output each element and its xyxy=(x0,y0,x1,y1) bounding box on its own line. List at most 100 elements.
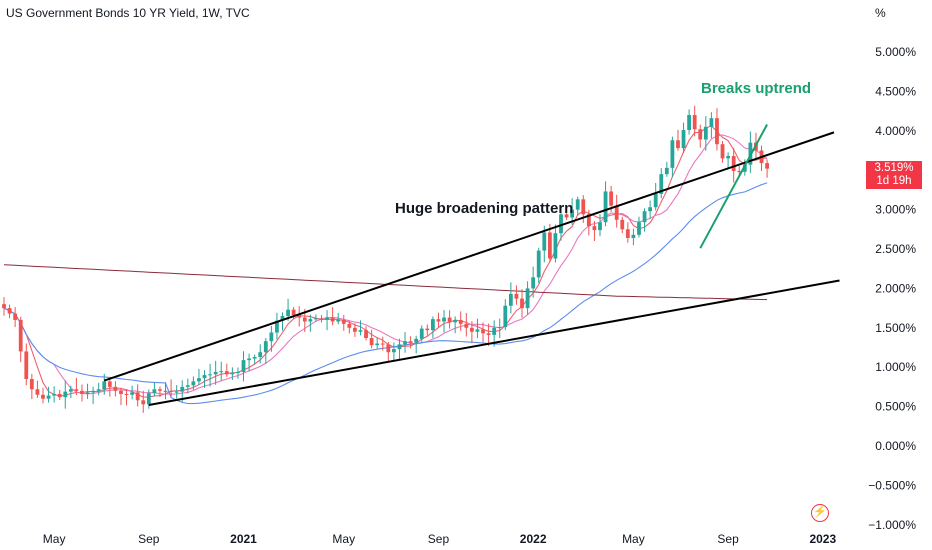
candle-body xyxy=(185,385,190,387)
ma-fast-line xyxy=(3,125,768,398)
candle-body xyxy=(586,214,591,227)
y-tick-label: 0.000% xyxy=(875,439,916,453)
candle-body xyxy=(224,371,229,375)
candle-body xyxy=(219,371,224,373)
candle-body xyxy=(330,317,335,322)
candle-body xyxy=(191,381,196,386)
x-tick-label: 2021 xyxy=(230,532,257,546)
candle-body xyxy=(197,378,201,382)
candle-body xyxy=(414,338,419,343)
x-tick-label: Sep xyxy=(138,532,160,546)
candle-body xyxy=(302,317,307,322)
candle-body xyxy=(592,226,597,231)
y-tick-label: 3.000% xyxy=(875,203,916,217)
candle-body xyxy=(7,308,12,314)
candle-body xyxy=(308,319,313,322)
candle-body xyxy=(119,390,123,394)
candle-body xyxy=(525,288,530,309)
candle-body xyxy=(41,394,45,399)
candle-body xyxy=(542,232,547,251)
candle-body xyxy=(581,199,586,215)
candle-body xyxy=(531,277,536,289)
candle-body xyxy=(559,214,563,234)
x-tick-label: 2022 xyxy=(520,532,547,546)
candle-body xyxy=(681,130,686,149)
x-tick-label: May xyxy=(622,532,645,546)
x-tick-label: 2023 xyxy=(809,532,836,546)
candle-body xyxy=(158,389,162,391)
candle-body xyxy=(598,222,602,231)
candle-body xyxy=(80,390,84,394)
candle-body xyxy=(715,118,719,145)
candle-body xyxy=(497,327,502,329)
candle-body xyxy=(152,389,157,394)
bar-countdown: 1d 19h xyxy=(876,175,912,187)
candle-body xyxy=(481,329,485,334)
y-tick-label: 1.000% xyxy=(875,360,916,374)
candle-body xyxy=(325,317,329,320)
candle-body xyxy=(236,371,240,373)
candle-body xyxy=(2,304,6,309)
candle-body xyxy=(631,234,636,238)
candle-body xyxy=(637,222,641,235)
candle-body xyxy=(397,344,402,350)
chart-title: US Government Bonds 10 YR Yield, 1W, TVC xyxy=(6,6,250,20)
candle-body xyxy=(653,193,658,208)
candle-body xyxy=(670,140,675,168)
candle-body xyxy=(486,333,491,335)
candle-body xyxy=(269,332,274,342)
candle-body xyxy=(425,328,430,331)
candle-body xyxy=(29,379,34,390)
candle-body xyxy=(146,393,151,405)
candle-body xyxy=(475,329,480,332)
candle-body xyxy=(664,167,669,175)
candle-body xyxy=(737,170,742,172)
y-tick-label: 4.500% xyxy=(875,84,916,98)
candle-body xyxy=(430,319,435,331)
candle-body xyxy=(319,318,324,320)
candle-body xyxy=(520,298,524,309)
candle-body xyxy=(380,343,385,345)
candle-body xyxy=(280,315,285,321)
candle-body xyxy=(458,319,463,324)
candle-body xyxy=(765,163,769,169)
candle-body xyxy=(241,360,246,372)
candle-body xyxy=(57,393,62,398)
candle-body xyxy=(720,144,725,159)
candle-body xyxy=(13,313,18,320)
candle-body xyxy=(392,349,396,353)
candle-body xyxy=(687,115,692,131)
candle-body xyxy=(213,371,218,375)
y-tick-label: −0.500% xyxy=(868,478,916,492)
candle-body xyxy=(369,338,374,346)
candle-body xyxy=(447,317,452,323)
candle-body xyxy=(436,319,441,322)
candle-body xyxy=(614,205,619,220)
candle-body xyxy=(174,391,179,393)
x-tick-label: Sep xyxy=(717,532,739,546)
x-tick-label: May xyxy=(332,532,355,546)
candle-body xyxy=(408,341,413,343)
candle-body xyxy=(275,320,279,333)
candle-body xyxy=(291,309,296,316)
ma-50-line xyxy=(3,182,768,405)
candle-body xyxy=(726,156,730,159)
candle-body xyxy=(96,389,101,391)
candle-body xyxy=(469,327,474,332)
candle-body xyxy=(230,372,235,375)
annotation-breaks-uptrend: Breaks uptrend xyxy=(701,80,812,97)
lightning-icon[interactable]: ⚡ xyxy=(811,504,829,522)
candle-body xyxy=(135,392,140,401)
candle-body xyxy=(603,191,608,223)
candle-body xyxy=(575,199,580,210)
candle-body xyxy=(163,390,168,392)
y-tick-label: 1.500% xyxy=(875,321,916,335)
last-price-tag: 3.519% 1d 19h xyxy=(866,161,922,189)
ma-mid-line xyxy=(3,134,768,395)
candle-body xyxy=(169,390,173,392)
candle-body xyxy=(553,233,558,259)
candle-body xyxy=(453,319,458,323)
y-tick-label: 5.000% xyxy=(875,45,916,59)
candle-body xyxy=(91,390,96,393)
ma-200-line xyxy=(3,264,768,301)
